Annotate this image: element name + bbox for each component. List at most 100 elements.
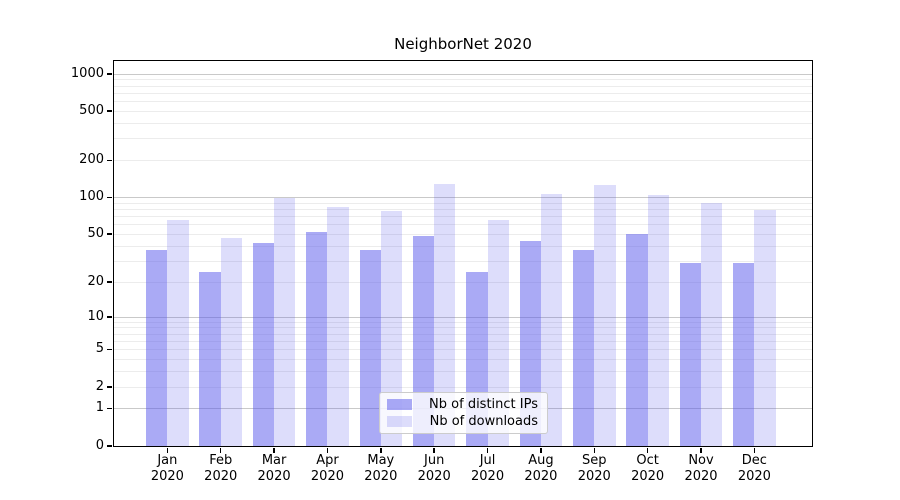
y-tick-mark — [107, 316, 112, 318]
bar-downloads-mar — [274, 198, 296, 446]
bar-distinct-ips-sep — [572, 249, 595, 446]
bar-downloads-jan — [167, 220, 189, 446]
gridline-minor — [114, 160, 812, 162]
x-tick-label-nov: Nov 2020 — [684, 453, 718, 484]
x-tick-label-aug: Aug 2020 — [524, 453, 558, 484]
gridline-major — [114, 197, 812, 199]
y-tick-label: 500 — [79, 102, 104, 118]
gridline-minor — [114, 92, 812, 94]
legend-item-distinct-ips: Nb of distinct IPs — [387, 397, 538, 413]
x-tick-mark — [540, 447, 542, 453]
y-tick-mark — [107, 445, 112, 447]
gridline-minor — [114, 209, 812, 211]
bar-downloads-jun — [434, 184, 456, 446]
gridline-minor — [114, 224, 812, 226]
gridline-minor — [114, 333, 812, 335]
bar-downloads-apr — [327, 207, 349, 446]
x-tick-mark — [166, 447, 169, 453]
bar-distinct-ips-feb — [199, 272, 221, 446]
y-tick-mark — [107, 196, 112, 199]
y-tick-label: 0 — [95, 437, 104, 453]
x-tick-mark — [433, 447, 435, 453]
x-tick-label-jun: Jun 2020 — [417, 453, 451, 484]
y-tick-label: 50 — [87, 225, 104, 241]
x-tick-mark — [753, 447, 756, 453]
gridline-major — [114, 73, 812, 75]
gridline-minor — [114, 359, 812, 361]
y-tick-mark — [107, 386, 112, 388]
legend-swatch-distinct-ips — [387, 399, 412, 410]
x-tick-label-jul: Jul 2020 — [471, 453, 505, 484]
legend-label-downloads: Nb of downloads — [429, 413, 538, 429]
gridline-minor — [114, 216, 812, 218]
y-tick-mark — [107, 110, 112, 112]
x-tick-label-oct: Oct 2020 — [631, 453, 665, 484]
bar-downloads-may — [380, 211, 403, 446]
gridline-minor — [114, 122, 812, 124]
bar-downloads-dec — [754, 209, 776, 446]
x-tick-label-may: May 2020 — [364, 453, 398, 484]
gridline-minor — [114, 245, 812, 247]
x-tick-mark — [219, 447, 222, 453]
bar-downloads-jul — [487, 220, 509, 446]
chart-title: NeighborNet 2020 — [394, 35, 532, 53]
y-tick-mark — [107, 281, 112, 283]
gridline-minor — [114, 386, 812, 388]
legend-swatch-downloads — [387, 416, 412, 427]
x-tick-label-jan: Jan 2020 — [150, 453, 184, 484]
bar-downloads-nov — [701, 202, 723, 446]
gridline-minor — [114, 327, 812, 329]
x-tick-mark — [326, 447, 329, 453]
x-tick-label-sep: Sep 2020 — [577, 453, 611, 484]
x-tick-label-dec: Dec 2020 — [737, 453, 771, 484]
gridline-minor — [114, 321, 812, 323]
gridline-minor — [114, 349, 812, 351]
bar-distinct-ips-apr — [306, 231, 328, 446]
bar-downloads-feb — [220, 238, 243, 446]
bar-distinct-ips-mar — [252, 243, 275, 446]
gridline-minor — [114, 101, 812, 103]
bar-distinct-ips-oct — [626, 233, 648, 446]
y-tick-mark — [107, 73, 112, 75]
x-tick-label-apr: Apr 2020 — [310, 453, 344, 484]
gridline-minor — [114, 79, 812, 81]
bar-distinct-ips-jan — [146, 249, 168, 446]
y-tick-mark — [107, 233, 112, 235]
y-tick-label: 1000 — [70, 65, 104, 81]
gridline-minor — [114, 260, 812, 262]
y-tick-label: 5 — [95, 341, 104, 357]
gridline-minor — [114, 202, 812, 204]
bar-downloads-aug — [540, 194, 563, 446]
y-tick-mark — [107, 159, 112, 162]
gridline-minor — [114, 371, 812, 373]
bar-distinct-ips-nov — [679, 262, 701, 446]
gridline-minor — [114, 340, 812, 342]
y-tick-label: 100 — [79, 189, 104, 205]
y-tick-mark — [107, 407, 112, 410]
legend: Nb of distinct IPs Nb of downloads — [379, 392, 548, 434]
x-tick-mark — [486, 447, 489, 453]
gridline-minor — [114, 233, 812, 235]
y-tick-label: 2 — [95, 378, 104, 394]
x-tick-mark — [380, 447, 382, 453]
bar-distinct-ips-dec — [733, 262, 755, 446]
legend-label-distinct-ips: Nb of distinct IPs — [429, 396, 538, 412]
gridline-minor — [114, 281, 812, 283]
x-tick-mark — [646, 447, 649, 453]
gridline-minor — [114, 138, 812, 140]
bar-downloads-oct — [647, 194, 669, 446]
x-tick-label-mar: Mar 2020 — [257, 453, 291, 484]
y-tick-label: 200 — [79, 152, 104, 168]
legend-item-downloads: Nb of downloads — [387, 414, 538, 430]
plot-area: NeighborNet 2020 Nb of distinct IPs Nb o… — [71, 35, 813, 484]
bar-downloads-sep — [594, 184, 616, 446]
x-tick-mark — [700, 447, 702, 453]
x-tick-label-feb: Feb 2020 — [204, 453, 238, 484]
y-tick-label: 1 — [95, 400, 104, 416]
y-tick-label: 10 — [87, 308, 104, 324]
x-tick-mark — [273, 447, 275, 453]
gridline-major — [114, 316, 812, 318]
y-tick-label: 20 — [87, 273, 104, 289]
x-tick-mark — [593, 447, 596, 453]
